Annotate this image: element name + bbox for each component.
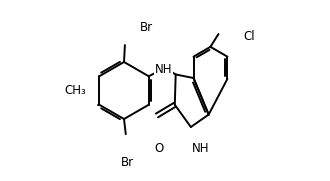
Text: CH₃: CH₃: [65, 84, 86, 97]
Text: Cl: Cl: [244, 30, 255, 43]
Text: NH: NH: [192, 142, 209, 155]
Text: Br: Br: [121, 156, 134, 169]
Text: O: O: [154, 142, 163, 155]
Text: NH: NH: [154, 63, 172, 76]
Text: Br: Br: [140, 21, 153, 34]
